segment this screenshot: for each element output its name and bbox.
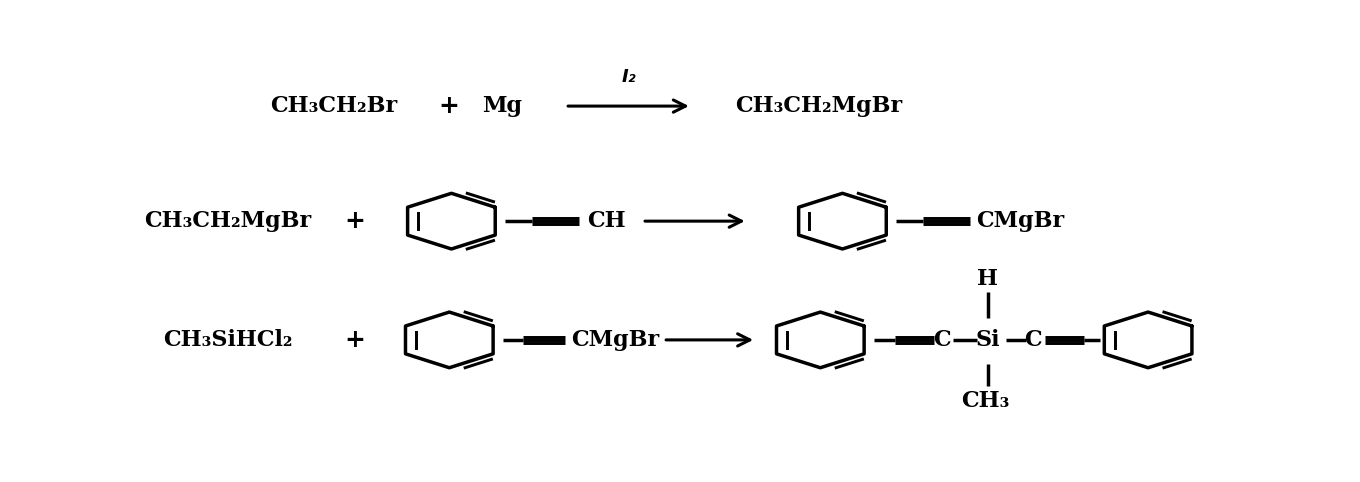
Text: CMgBr: CMgBr [976,210,1065,232]
Text: +: + [439,94,460,118]
Text: CH: CH [588,210,626,232]
Text: Si: Si [975,329,1000,351]
Text: CH₃CH₂MgBr: CH₃CH₂MgBr [734,95,902,117]
Text: +: + [344,209,364,233]
Text: CH₃: CH₃ [962,390,1010,412]
Text: CH₃SiHCl₂: CH₃SiHCl₂ [163,329,292,351]
Text: CH₃CH₂Br: CH₃CH₂Br [269,95,397,117]
Text: H: H [978,268,998,290]
Text: I₂: I₂ [622,67,636,86]
Text: CH₃CH₂MgBr: CH₃CH₂MgBr [144,210,311,232]
Text: C: C [933,329,951,351]
Text: C: C [1024,329,1042,351]
Text: Mg: Mg [481,95,522,117]
Text: CMgBr: CMgBr [571,329,660,351]
Text: +: + [344,328,364,352]
